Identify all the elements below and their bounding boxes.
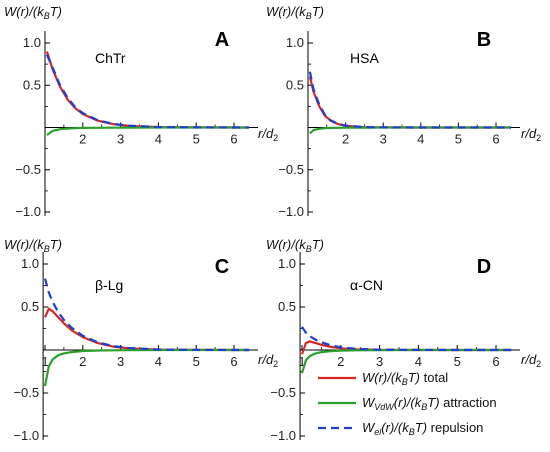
y-tick-label: −1.0 xyxy=(13,428,39,443)
x-tick-label: 2 xyxy=(337,354,344,369)
y-tick-label: 0.5 xyxy=(286,77,304,92)
x-axis-label: r/d2 xyxy=(521,352,541,369)
panel-title: ChTr xyxy=(95,50,126,66)
legend-label-total: W(r)/(kBT) total xyxy=(362,370,448,387)
y-tick-label: 1.0 xyxy=(23,35,41,50)
x-tick-label: 6 xyxy=(230,132,237,147)
x-tick-label: 3 xyxy=(376,354,383,369)
panel-title: β-Lg xyxy=(95,277,123,293)
panel-letter: B xyxy=(477,29,491,51)
series-repulsion xyxy=(43,278,250,352)
panel-d: −1.0 −0.5 0.5 1.0 1 2 3 4 5 6 W(r)/(kBT) r/d2 α-CN D xyxy=(266,237,541,443)
x-tick-label: 3 xyxy=(117,132,124,147)
x-tick-label: 6 xyxy=(492,354,499,369)
x-tick-label: 4 xyxy=(417,132,424,147)
y-axis-label: W(r)/(kBT) xyxy=(266,237,324,254)
panel-b: −1.0 −0.5 0.5 1.0 2 3 4 5 6 W(r)/(kBT) r/d2 HSA B xyxy=(266,4,541,219)
x-tick-label: 4 xyxy=(415,354,422,369)
y-tick-label: −1.0 xyxy=(270,428,296,443)
x-tick-label: 1 xyxy=(41,354,48,369)
y-axis-label: W(r)/(kBT) xyxy=(266,4,324,21)
series-attraction xyxy=(300,348,512,374)
series-repulsion xyxy=(301,326,512,352)
x-tick-label: 3 xyxy=(380,132,387,147)
x-axis-label: r/d2 xyxy=(258,126,278,143)
y-tick-label: 0.5 xyxy=(23,77,41,92)
panel-letter: C xyxy=(215,256,229,278)
x-tick-label: 2 xyxy=(79,132,86,147)
panel-title: α-CN xyxy=(350,277,383,293)
y-tick-label: −0.5 xyxy=(270,385,296,400)
panel-letter: A xyxy=(215,29,229,51)
series-total xyxy=(45,51,250,129)
x-tick-label: 5 xyxy=(193,132,200,147)
y-tick-label: −0.5 xyxy=(15,162,41,177)
legend-label-attraction: WVdW(r)/(kBT) attraction xyxy=(362,395,497,412)
panel-c: −1.0 −0.5 0.5 1.0 1 2 3 4 5 6 W(r)/(kBT) r/d2 β-Lg C xyxy=(4,237,278,443)
series-repulsion xyxy=(308,71,511,129)
x-tick-label: 2 xyxy=(342,132,349,147)
y-tick-label: 1.0 xyxy=(21,256,39,271)
x-tick-label: 6 xyxy=(492,132,499,147)
y-tick-label: −0.5 xyxy=(278,162,304,177)
series-total xyxy=(43,307,250,352)
x-tick-label: 1 xyxy=(298,354,305,369)
x-tick-label: 4 xyxy=(155,354,162,369)
series-total xyxy=(300,340,512,355)
y-tick-label: 0.5 xyxy=(21,299,39,314)
y-tick-label: 0.5 xyxy=(278,299,296,314)
x-tick-label: 3 xyxy=(117,354,124,369)
legend-label-repulsion: Wel(r)/(kBT) repulsion xyxy=(362,420,483,437)
y-tick-label: −1.0 xyxy=(15,204,41,219)
series-repulsion xyxy=(45,54,250,129)
panel-title: HSA xyxy=(350,50,379,66)
x-tick-label: 6 xyxy=(230,354,237,369)
y-axis-label: W(r)/(kBT) xyxy=(4,237,62,254)
x-axis-label: r/d2 xyxy=(258,352,278,369)
y-tick-label: −0.5 xyxy=(13,385,39,400)
x-tick-label: 5 xyxy=(454,354,461,369)
y-tick-label: 1.0 xyxy=(286,35,304,50)
panel-a: −1.0 −0.5 0.5 1.0 2 3 4 5 6 W(r)/(kBT) r/d2 ChTr A xyxy=(4,4,278,219)
x-tick-label: 5 xyxy=(193,354,200,369)
legend: W(r)/(kBT) total WVdW(r)/(kBT) attraction… xyxy=(318,370,497,437)
y-axis-label: W(r)/(kBT) xyxy=(4,4,62,21)
x-axis-label: r/d2 xyxy=(521,126,541,143)
y-tick-label: 1.0 xyxy=(278,256,296,271)
x-tick-label: 5 xyxy=(455,132,462,147)
series-attraction xyxy=(43,348,250,387)
x-tick-label: 2 xyxy=(79,354,86,369)
panel-letter: D xyxy=(477,256,491,278)
x-tick-label: 4 xyxy=(155,132,162,147)
y-tick-label: −1.0 xyxy=(278,204,304,219)
series-attraction xyxy=(309,126,511,135)
series-total xyxy=(308,76,511,129)
series-attraction xyxy=(46,126,250,136)
